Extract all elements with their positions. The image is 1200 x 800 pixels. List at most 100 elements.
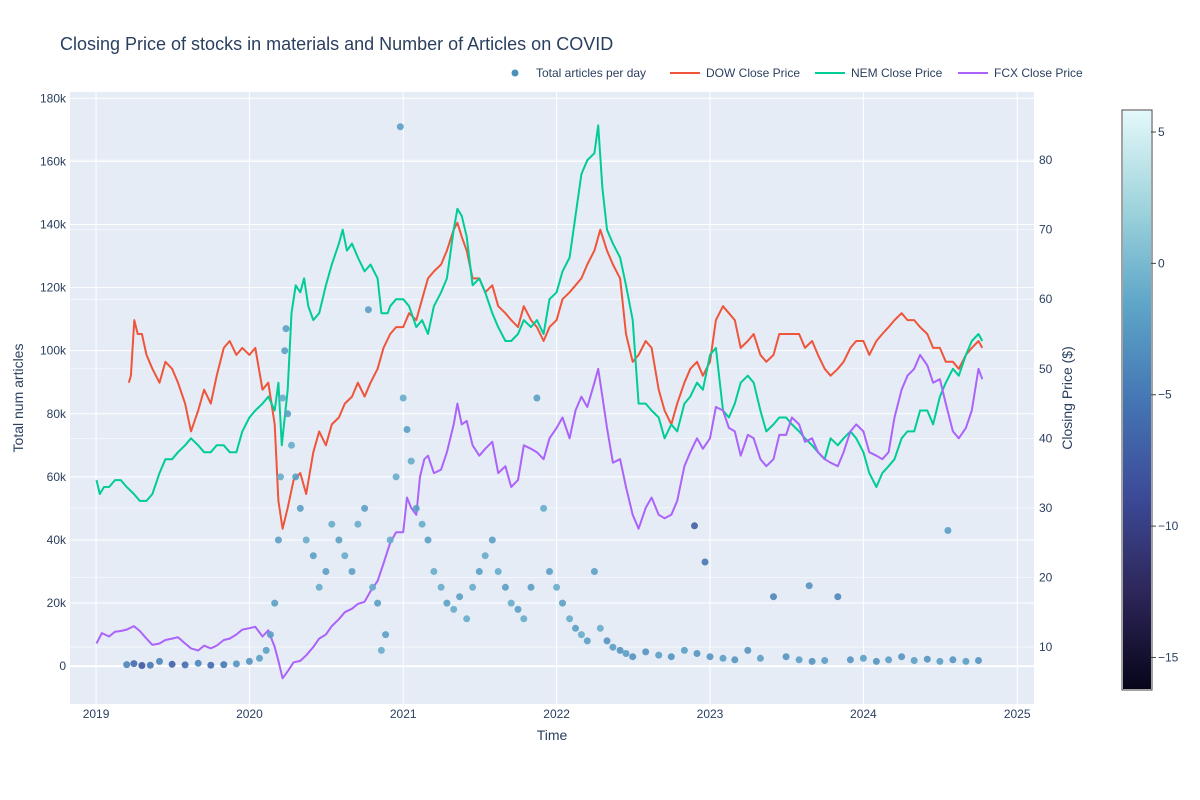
scatter-point bbox=[292, 473, 300, 481]
x-tick-label: 2023 bbox=[697, 707, 724, 721]
scatter-point bbox=[770, 593, 777, 601]
legend-label: Total articles per day bbox=[536, 66, 646, 80]
scatter-point bbox=[572, 624, 579, 632]
scatter-point bbox=[232, 660, 240, 668]
scatter-point bbox=[488, 536, 496, 544]
scatter-point bbox=[207, 661, 215, 669]
x-tick-label: 2021 bbox=[390, 707, 417, 721]
colorbar-tick-label: −15 bbox=[1158, 650, 1179, 664]
y-right-tick-label: 20 bbox=[1039, 570, 1053, 584]
scatter-point bbox=[403, 426, 411, 433]
scatter-point bbox=[348, 568, 356, 575]
chart-title: Closing Price of stocks in materials and… bbox=[60, 34, 613, 54]
scatter-point bbox=[622, 650, 630, 657]
scatter-point bbox=[923, 655, 931, 663]
scatter-point bbox=[262, 646, 270, 654]
scatter-point bbox=[834, 593, 842, 601]
scatter-point bbox=[583, 637, 591, 645]
scatter-point bbox=[553, 583, 561, 591]
y-right-tick-label: 30 bbox=[1039, 501, 1053, 515]
legend-label: NEM Close Price bbox=[851, 66, 943, 80]
scatter-point bbox=[146, 661, 154, 669]
scatter-point bbox=[596, 624, 604, 632]
scatter-point bbox=[706, 653, 714, 661]
scatter-point bbox=[130, 660, 138, 668]
scatter-point bbox=[194, 659, 202, 667]
legend-label: FCX Close Price bbox=[994, 66, 1083, 80]
scatter-point bbox=[181, 661, 189, 669]
y-left-axis-title: Total num articles bbox=[10, 344, 26, 453]
scatter-point bbox=[361, 504, 369, 512]
scatter-point bbox=[962, 657, 970, 665]
y-right-tick-label: 70 bbox=[1039, 223, 1053, 237]
y-left-tick-label: 100k bbox=[40, 344, 67, 358]
colorbar-tick-label: 5 bbox=[1158, 125, 1165, 139]
scatter-point bbox=[386, 536, 394, 544]
scatter-point bbox=[527, 583, 535, 591]
scatter-point bbox=[540, 504, 548, 512]
scatter-point bbox=[514, 605, 522, 613]
legend-item[interactable]: Total articles per day bbox=[511, 66, 647, 80]
legend-item[interactable]: FCX Close Price bbox=[958, 66, 1083, 80]
scatter-point bbox=[354, 520, 362, 528]
colorbar: 5 0 −5 −10 −15 bbox=[1121, 109, 1179, 691]
scatter-point bbox=[302, 536, 310, 544]
scatter-point bbox=[443, 599, 451, 607]
y-right-axis-ticks: 10 20 30 40 50 60 70 80 bbox=[1039, 153, 1053, 654]
scatter-point bbox=[309, 552, 317, 560]
scatter-point bbox=[642, 648, 650, 656]
scatter-point bbox=[450, 605, 458, 613]
legend-item[interactable]: DOW Close Price bbox=[670, 66, 800, 80]
scatter-point bbox=[245, 657, 253, 665]
series-line-fcx bbox=[95, 353, 984, 680]
y-left-tick-label: 140k bbox=[40, 217, 67, 231]
gridlines bbox=[70, 92, 1034, 704]
scatter-points bbox=[123, 123, 982, 669]
x-tick-label: 2020 bbox=[236, 707, 263, 721]
scatter-point bbox=[475, 568, 483, 575]
scatter-point bbox=[281, 347, 289, 355]
scatter-point bbox=[719, 654, 727, 662]
scatter-point bbox=[399, 394, 407, 402]
scatter-point bbox=[296, 504, 304, 512]
scatter-point bbox=[616, 646, 624, 654]
y-right-tick-label: 40 bbox=[1039, 431, 1053, 445]
scatter-point bbox=[756, 654, 764, 662]
scatter-point bbox=[463, 615, 471, 623]
scatter-point bbox=[279, 394, 287, 402]
scatter-point bbox=[168, 660, 176, 668]
scatter-point bbox=[341, 552, 349, 560]
colorbar-gradient bbox=[1123, 111, 1151, 689]
scatter-point bbox=[328, 520, 336, 528]
scatter-point bbox=[123, 661, 131, 669]
scatter-point bbox=[374, 599, 382, 607]
scatter-point bbox=[156, 657, 163, 665]
scatter-point bbox=[898, 653, 906, 661]
scatter-point bbox=[315, 583, 323, 591]
x-tick-label: 2025 bbox=[1004, 707, 1031, 721]
x-tick-label: 2024 bbox=[850, 707, 877, 721]
y-right-tick-label: 10 bbox=[1039, 640, 1053, 654]
scatter-point bbox=[138, 662, 146, 669]
scatter-point bbox=[691, 522, 698, 530]
scatter-point bbox=[609, 643, 617, 651]
scatter-point bbox=[284, 410, 292, 418]
scatter-point bbox=[520, 615, 528, 623]
scatter-point bbox=[469, 583, 477, 591]
scatter-point bbox=[424, 536, 432, 544]
scatter-point bbox=[680, 646, 688, 654]
scatter-point bbox=[821, 657, 829, 664]
scatter-point bbox=[266, 631, 274, 639]
scatter-point bbox=[494, 568, 502, 575]
y-right-tick-label: 80 bbox=[1039, 153, 1053, 167]
scatter-point bbox=[782, 653, 790, 661]
y-right-tick-label: 50 bbox=[1039, 362, 1053, 376]
colorbar-tick-label: −5 bbox=[1158, 388, 1172, 402]
series-line-nem bbox=[95, 124, 984, 502]
scatter-point bbox=[944, 527, 952, 534]
scatter-point bbox=[546, 568, 553, 575]
legend-item[interactable]: NEM Close Price bbox=[815, 66, 943, 80]
scatter-point bbox=[322, 568, 330, 575]
scatter-point bbox=[412, 504, 420, 512]
